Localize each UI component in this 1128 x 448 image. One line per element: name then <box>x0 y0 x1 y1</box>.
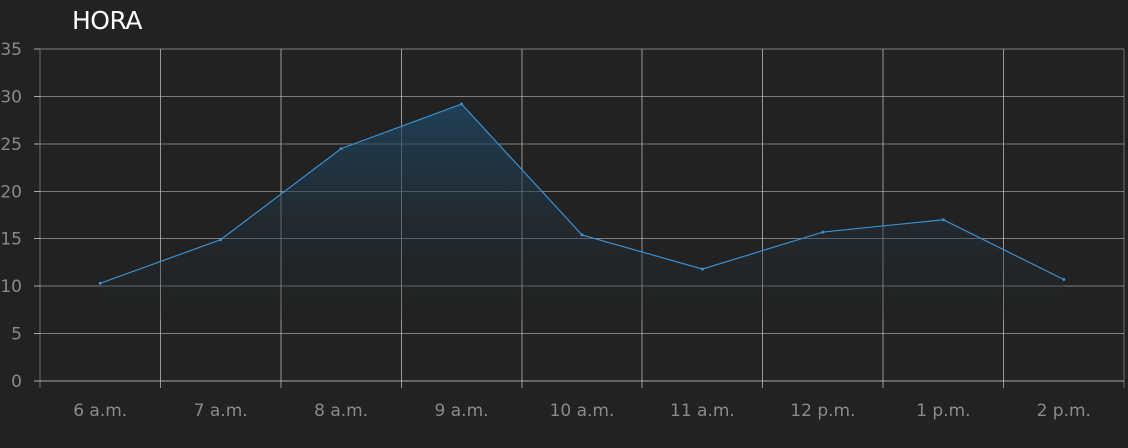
y-tick-label: 30 <box>0 87 22 107</box>
x-tick-label: 8 a.m. <box>314 401 368 421</box>
data-point <box>98 281 102 285</box>
x-tick-label: 9 a.m. <box>435 401 489 421</box>
data-point <box>700 267 704 271</box>
chart-title: HORA <box>72 6 142 35</box>
x-tick-label: 1 p.m. <box>916 401 970 421</box>
data-point <box>821 230 825 234</box>
x-tick-label: 10 a.m. <box>550 401 615 421</box>
data-point <box>580 233 584 237</box>
y-tick-label: 20 <box>0 182 22 202</box>
y-tick-label: 25 <box>0 135 22 155</box>
data-point <box>941 218 945 222</box>
x-tick-label: 2 p.m. <box>1037 401 1091 421</box>
y-tick-label: 5 <box>11 325 22 345</box>
data-point <box>219 238 223 242</box>
x-tick-label: 11 a.m. <box>670 401 735 421</box>
data-point <box>339 147 343 151</box>
y-tick-label: 0 <box>11 372 22 392</box>
data-point <box>1062 278 1066 282</box>
data-point <box>460 102 464 106</box>
y-tick-label: 15 <box>0 230 22 250</box>
y-tick-label: 10 <box>0 277 22 297</box>
x-tick-label: 7 a.m. <box>194 401 248 421</box>
x-tick-label: 6 a.m. <box>73 401 127 421</box>
x-tick-label: 12 p.m. <box>790 401 855 421</box>
area-fill <box>100 104 1064 320</box>
y-tick-label: 35 <box>0 40 22 60</box>
